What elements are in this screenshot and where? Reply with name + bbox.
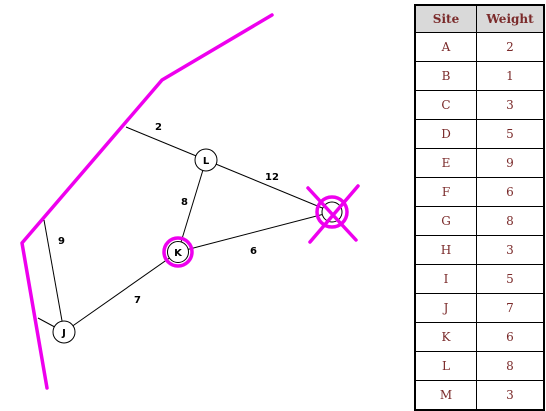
- site-cell: E: [415, 149, 477, 178]
- weight-cell: 6: [477, 178, 545, 207]
- site-cell: L: [415, 352, 477, 381]
- weight-cell: 3: [477, 236, 545, 265]
- site-cell: K: [415, 323, 477, 352]
- edge-label-7: 7: [134, 295, 141, 306]
- edge-boundary-l: [126, 127, 206, 160]
- weight-cell: 3: [477, 91, 545, 120]
- weight-cell: 1: [477, 62, 545, 91]
- weight-cell: 5: [477, 120, 545, 149]
- node-unnamed-crossed: [308, 186, 358, 242]
- edge-label-12: 12: [265, 172, 279, 183]
- weight-cell: 6: [477, 323, 545, 352]
- node-k: K: [164, 238, 192, 266]
- site-cell: H: [415, 236, 477, 265]
- site-cell: A: [415, 33, 477, 62]
- weight-cell: 8: [477, 207, 545, 236]
- weight-cell: 3: [477, 381, 545, 411]
- site-cell: G: [415, 207, 477, 236]
- node-k-label: K: [174, 248, 183, 259]
- edge-label-8: 8: [181, 197, 188, 208]
- site-cell: D: [415, 120, 477, 149]
- weight-cell: 2: [477, 33, 545, 62]
- table-header-row: Site Weight: [415, 5, 544, 33]
- edge-label-9: 9: [58, 236, 65, 247]
- weight-cell: 7: [477, 294, 545, 323]
- weight-cell: 5: [477, 265, 545, 294]
- node-l-label: L: [203, 156, 210, 167]
- weight-cell: 8: [477, 352, 545, 381]
- edge-label-6: 6: [250, 246, 257, 257]
- edge-j-k: [64, 252, 178, 332]
- site-cell: J: [415, 294, 477, 323]
- node-l: L: [195, 149, 217, 171]
- weight-cell: 9: [477, 149, 545, 178]
- site-cell: C: [415, 91, 477, 120]
- node-j-label: J: [61, 328, 66, 339]
- site-cell: F: [415, 178, 477, 207]
- node-j: J: [53, 321, 75, 343]
- site-cell: I: [415, 265, 477, 294]
- header-site: Site: [415, 5, 477, 33]
- site-cell: M: [415, 381, 477, 411]
- edge-label-2: 2: [155, 122, 162, 133]
- header-weight: Weight: [477, 5, 545, 33]
- graph-diagram: 2 12 8 6 9 7 L K J: [0, 0, 400, 411]
- edge-l-unnamed: [206, 160, 332, 212]
- site-cell: B: [415, 62, 477, 91]
